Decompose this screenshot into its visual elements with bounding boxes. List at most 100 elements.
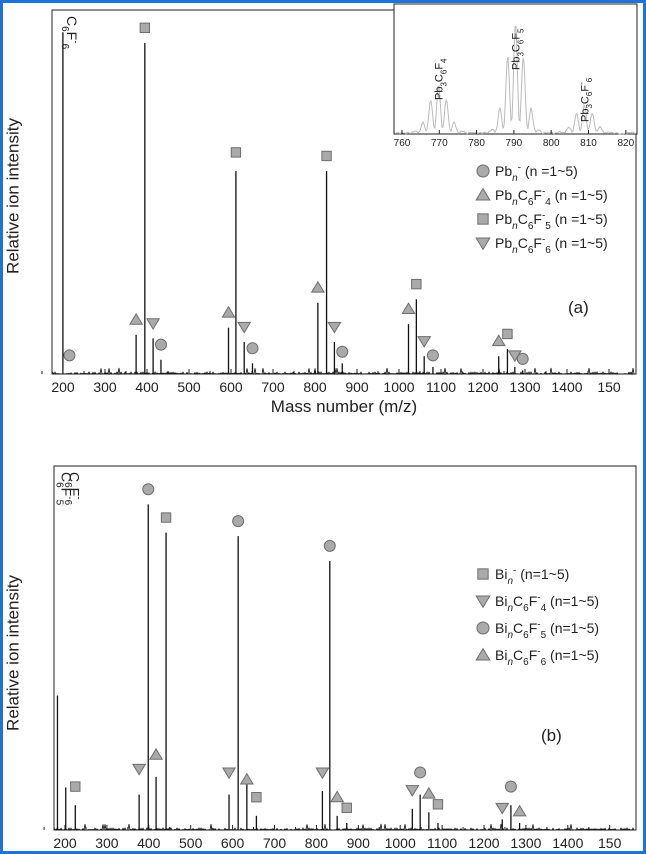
x-tick-label: 600: [221, 835, 245, 851]
x-tick-label: 300: [93, 379, 117, 395]
peak-marker: [504, 780, 517, 793]
peak-marker: [139, 22, 151, 33]
legend-marker: [476, 164, 490, 178]
legend-marker: [475, 595, 491, 609]
peak-marker: [160, 512, 172, 523]
plot-frame: [53, 465, 637, 831]
peak-marker: [129, 312, 144, 325]
peak-marker: [512, 804, 527, 817]
x-tick-label: 700: [263, 835, 287, 851]
x-tick-label: 1300: [509, 379, 540, 395]
legend-marker: [475, 237, 491, 251]
legend-marker: [477, 568, 489, 580]
legend-entry: PbnC6F-5​ (n =1~5): [495, 210, 608, 232]
x-tick-label: 1200: [467, 379, 498, 395]
inset-x-tick-label: 820: [617, 138, 634, 149]
x-tick-label: 900: [347, 835, 371, 851]
peak-marker: [230, 147, 242, 158]
peak-marker: [414, 766, 427, 779]
spectrum-baseline: [54, 823, 635, 832]
peak-marker: [70, 781, 81, 792]
x-tick-label: 800: [303, 379, 327, 395]
peak-marker: [426, 349, 439, 362]
inset-peak-label: Pb3C6F5​: [511, 28, 526, 70]
legend-entry: BinC6F-6​ (n=1~5): [495, 646, 599, 668]
peak-marker: [401, 302, 416, 315]
x-tick-label: 400: [135, 379, 159, 395]
x-tick-label: 1100: [426, 379, 456, 395]
inset-x-tick-label: 810: [580, 138, 597, 149]
peak-marker: [221, 767, 237, 780]
x-tick-label: 700: [261, 379, 285, 395]
x-tick-label: 150: [598, 835, 622, 851]
legend-entry: Pbn-​ (n =1~5): [495, 162, 578, 184]
x-tick-label: 1200: [468, 835, 499, 851]
peak-marker: [132, 763, 147, 776]
x-tick-label: 200: [53, 835, 77, 851]
x-tick-label: 200: [51, 379, 75, 395]
panel-label: (b): [541, 726, 562, 745]
inset-frame: [393, 3, 638, 135]
x-tick-label: 1400: [552, 835, 583, 851]
peak-marker: [310, 280, 325, 293]
legend-entry: PbnC6F-4​ (n =1~5): [495, 186, 608, 208]
peak-marker: [411, 278, 422, 290]
inset-x-tick-label: 780: [468, 138, 485, 149]
peak-marker: [405, 785, 420, 797]
peak-marker: [330, 790, 345, 803]
peak-marker: [341, 802, 352, 814]
peak-marker: [232, 515, 245, 528]
x-tick-label: 300: [95, 835, 119, 851]
legend-entry: Bin-​ (n=1~5): [495, 565, 569, 587]
panel-b: 200 300 400 500 600 700 800 900 1000 1100 1200 1300…: [3, 465, 637, 854]
inset-x-tick-label: 770: [431, 138, 448, 149]
spectrum-baseline: [52, 367, 635, 376]
peak-marker: [154, 338, 167, 351]
y-axis-label: Relative ion intensity: [3, 575, 22, 731]
x-tick-label: 1000: [383, 379, 414, 395]
x-axis-label: Mass number (m/z): [271, 397, 417, 416]
peak-marker: [239, 772, 254, 785]
x-tick-label: 400: [137, 835, 161, 851]
peak-marker: [491, 334, 506, 347]
peak-marker: [495, 802, 510, 815]
x-tick-label: 600: [219, 379, 243, 395]
peak-marker: [502, 328, 513, 340]
peak-label: C6F-6​: [59, 16, 81, 50]
peak-marker: [516, 352, 529, 365]
x-tick-label: 800: [305, 835, 329, 851]
peak-label: C6F-5​: [54, 472, 75, 506]
peak-label: C6F-6​: [62, 472, 84, 506]
inset-x-tick-label: 790: [506, 138, 523, 149]
legend-entry: BinC6F-5​ (n=1~5): [495, 619, 599, 641]
y-axis-label: Relative ion intensity: [3, 118, 22, 274]
legend-marker: [475, 647, 491, 661]
inset-x-tick-label: 760: [394, 138, 411, 149]
peak-marker: [148, 747, 164, 760]
peak-marker: [237, 321, 252, 334]
x-tick-label: 500: [179, 835, 203, 851]
legend-entry: PbnC6F-6​ (n =1~5): [495, 234, 608, 256]
peak-marker: [421, 786, 436, 799]
x-tick-label: 1100: [427, 835, 457, 851]
peak-marker: [315, 767, 330, 780]
x-tick-label: 1400: [551, 379, 582, 395]
x-tick-label: 1300: [510, 835, 541, 851]
peak-marker: [432, 799, 444, 810]
peak-marker: [221, 305, 236, 318]
x-tick-label: 900: [345, 379, 369, 395]
inset-peak-label: Pb3C6F4​: [434, 58, 449, 100]
legend-marker: [477, 213, 489, 225]
peak-marker: [417, 336, 432, 348]
inset-x-tick-label: 800: [543, 138, 560, 149]
x-tick-label: 1000: [385, 835, 416, 851]
peak-marker: [251, 792, 262, 803]
peak-marker: [327, 321, 342, 334]
inset-trace: [394, 26, 637, 135]
x-tick-label: 150: [597, 379, 621, 395]
legend-marker: [476, 621, 490, 635]
peak-marker: [323, 539, 336, 552]
x-tick-label: 500: [177, 379, 201, 395]
